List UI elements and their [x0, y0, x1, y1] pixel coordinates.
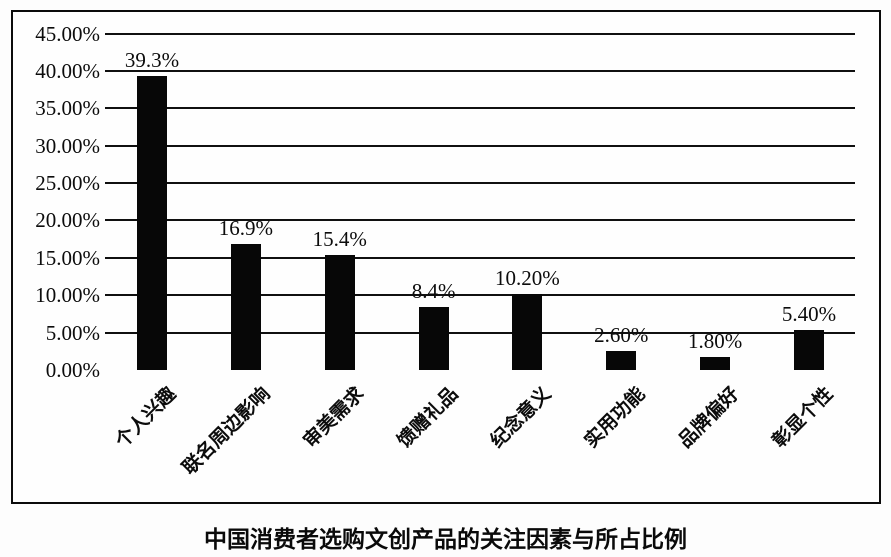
bar-value-label: 2.60% [594, 322, 649, 347]
bar-value-label: 15.4% [312, 226, 367, 251]
y-axis-tick-label: 15.00% [35, 245, 100, 270]
bar-value-label: 8.4% [411, 279, 456, 304]
bar [793, 329, 824, 370]
y-gridline [105, 294, 855, 297]
y-gridline [105, 32, 855, 35]
bar [418, 307, 449, 370]
y-gridline [105, 107, 855, 110]
y-axis-tick-label: 0.00% [45, 358, 100, 382]
y-gridline [105, 219, 855, 222]
bar [137, 76, 167, 370]
bar-value-label: 1.80% [688, 328, 743, 353]
y-gridline [105, 69, 855, 72]
bar [230, 243, 261, 370]
y-axis-tick-label: 45.00% [35, 21, 100, 46]
y-gridline [105, 182, 855, 185]
bar-value-label: 10.20% [495, 265, 560, 290]
y-axis-tick-label: 35.00% [35, 96, 100, 121]
y-axis-tick-label: 10.00% [35, 283, 100, 308]
y-gridline [105, 331, 855, 334]
y-gridline [105, 144, 855, 147]
y-gridline [105, 256, 855, 259]
chart-title: 中国消费者选购文创产品的关注因素与所占比例 [204, 526, 687, 552]
bar-value-label: 39.3% [124, 48, 180, 73]
bar-value-label: 16.9% [218, 215, 273, 240]
y-axis-tick-label: 5.00% [45, 320, 100, 345]
bar [324, 254, 355, 370]
y-axis-tick-label: 40.00% [35, 58, 100, 83]
bar [512, 293, 543, 370]
y-axis-tick-label: 25.00% [35, 171, 100, 196]
y-axis-tick-label: 30.00% [35, 133, 100, 158]
bar [700, 356, 731, 370]
bar [606, 350, 637, 370]
bar-value-label: 5.40% [781, 301, 837, 326]
y-axis-tick-label: 20.00% [35, 208, 100, 233]
